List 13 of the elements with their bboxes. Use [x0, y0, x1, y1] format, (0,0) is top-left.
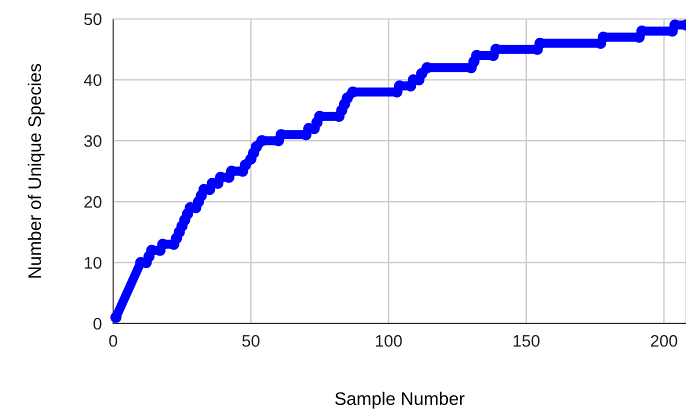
y-tick-label: 40: [84, 74, 102, 86]
y-tick-label: 50: [84, 13, 102, 26]
y-tick-label: 10: [84, 256, 102, 269]
x-axis-title: Sample Number: [335, 392, 465, 409]
x-tick-label: 150: [514, 335, 540, 347]
y-tick-label: 0: [93, 318, 102, 330]
x-tick-label: 50: [242, 335, 260, 347]
y-tick-label: 20: [84, 196, 102, 208]
x-tick-label: 0: [109, 335, 118, 347]
y-axis-title: Number of Unique Species: [28, 64, 45, 278]
x-tick-label: 100: [376, 335, 402, 347]
x-tick-label: 200: [650, 335, 678, 347]
y-tick-label: 30: [84, 135, 102, 147]
